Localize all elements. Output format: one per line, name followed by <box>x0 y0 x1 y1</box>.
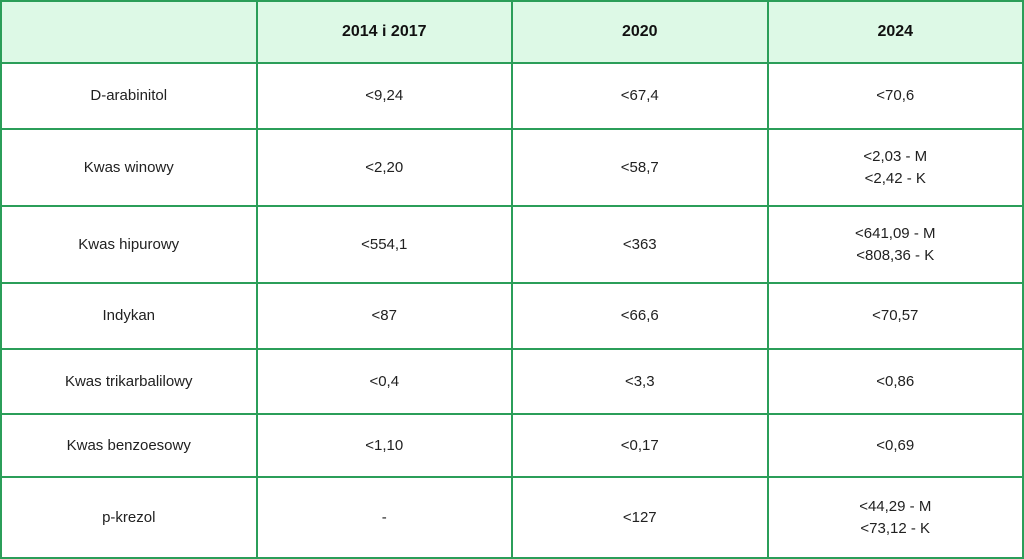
row-label: Indykan <box>0 282 258 350</box>
corner-header-cell <box>0 0 258 64</box>
cell-value: <87 <box>255 282 513 350</box>
table-row: Kwas winowy <2,20 <58,7 <2,03 - M <2,42 - K <box>0 128 1024 207</box>
table-row: Kwas hipurowy <554,1 <363 <641,09 - M <808,… <box>0 205 1024 284</box>
cell-value: - <box>255 476 513 559</box>
cell-value: <58,7 <box>511 128 769 207</box>
cell-value: <0,86 <box>766 348 1024 415</box>
column-header: 2024 <box>766 0 1024 64</box>
row-label: Kwas benzoesowy <box>0 413 258 478</box>
table-row: Kwas benzoesowy <1,10 <0,17 <0,69 <box>0 413 1024 478</box>
row-label: p-krezol <box>0 476 258 559</box>
cell-value: <0,4 <box>255 348 513 415</box>
cell-value: <2,20 <box>255 128 513 207</box>
cell-value: <66,6 <box>511 282 769 350</box>
column-header: 2020 <box>511 0 769 64</box>
table-row: p-krezol - <127 <44,29 - M <73,12 - K <box>0 476 1024 559</box>
column-header: 2014 i 2017 <box>255 0 513 64</box>
table-row: Kwas trikarbalilowy <0,4 <3,3 <0,86 <box>0 348 1024 415</box>
table-body: D-arabinitol <9,24 <67,4 <70,6 Kwas winowy <2… <box>0 62 1024 559</box>
row-label: Kwas trikarbalilowy <box>0 348 258 415</box>
cell-value: <70,57 <box>766 282 1024 350</box>
cell-value: <641,09 - M <808,36 - K <box>766 205 1024 284</box>
cell-value: <0,17 <box>511 413 769 478</box>
cell-value: <1,10 <box>255 413 513 478</box>
table-row: Indykan <87 <66,6 <70,57 <box>0 282 1024 350</box>
row-label: Kwas winowy <box>0 128 258 207</box>
row-label: D-arabinitol <box>0 62 258 130</box>
cell-value: <2,03 - M <2,42 - K <box>766 128 1024 207</box>
cell-value: <9,24 <box>255 62 513 130</box>
cell-value: <0,69 <box>766 413 1024 478</box>
table-row: D-arabinitol <9,24 <67,4 <70,6 <box>0 62 1024 130</box>
cell-value: <554,1 <box>255 205 513 284</box>
cell-value: <363 <box>511 205 769 284</box>
cell-value: <70,6 <box>766 62 1024 130</box>
cell-value: <127 <box>511 476 769 559</box>
cell-value: <67,4 <box>511 62 769 130</box>
cell-value: <44,29 - M <73,12 - K <box>766 476 1024 559</box>
row-label: Kwas hipurowy <box>0 205 258 284</box>
cell-value: <3,3 <box>511 348 769 415</box>
header-row: 2014 i 2017 2020 2024 <box>0 0 1024 64</box>
